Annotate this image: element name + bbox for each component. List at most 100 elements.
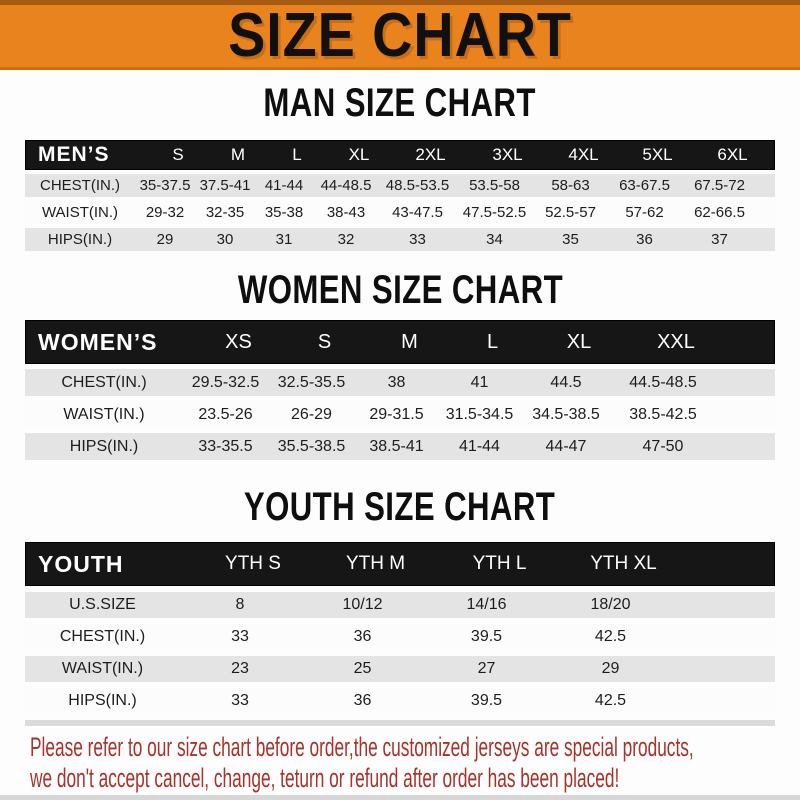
size-value: 10/12: [342, 596, 383, 613]
women-size-table: WOMEN’S XS S M L XL XXL CHEST(IN.) 29.5-32.5 32.5…: [25, 320, 775, 460]
size-column-header: S: [317, 330, 332, 353]
size-value: 18/20: [590, 596, 631, 613]
size-value: 35: [562, 231, 579, 248]
table-corner-label: MEN’S: [38, 143, 110, 166]
row-label: CHEST(IN.): [61, 373, 147, 391]
size-value: 44-47: [545, 437, 587, 455]
row-label: CHEST(IN.): [40, 177, 120, 194]
youth-section-heading-text: YOUTH SIZE CHART: [244, 485, 556, 529]
size-value: 33: [231, 692, 249, 709]
table-row: CHEST(IN.) 33 36 39.5 42.5: [25, 624, 775, 650]
size-value: 38-43: [326, 204, 366, 221]
row-label: WAIST(IN.): [61, 660, 144, 677]
size-column-header: 4XL: [568, 145, 599, 164]
size-value: 38.5-41: [369, 437, 424, 455]
size-value: 29: [601, 660, 620, 677]
size-value: 39.5: [470, 692, 503, 709]
size-column-header: YTH XL: [590, 553, 657, 574]
size-value: 36: [636, 231, 653, 248]
size-table-header-row: MEN’S S M L XL 2XL 3XL 4XL 5XL 6XL: [25, 140, 775, 170]
table-row: WAIST(IN.) 29-32 32-35 35-38 38-43 43-47.5 47.…: [25, 201, 775, 224]
row-label: CHEST(IN.): [59, 628, 146, 645]
size-value: 31.5-34.5: [445, 405, 514, 423]
size-column-header: S: [172, 145, 184, 164]
size-value: 58-63: [551, 177, 590, 194]
size-value: 38: [387, 373, 406, 391]
size-value: 23: [231, 660, 249, 677]
size-value: 33: [409, 231, 426, 248]
size-value: 32: [337, 231, 355, 248]
size-value: 35.5-38.5: [277, 437, 346, 455]
size-value: 44.5-48.5: [629, 373, 697, 391]
size-value: 29-31.5: [369, 405, 424, 423]
size-value: 29: [156, 231, 174, 248]
size-value: 32-35: [205, 204, 245, 221]
table-row: U.S.SIZE 8 10/12 14/16 18/20: [25, 592, 775, 618]
size-column-header: XL: [566, 330, 592, 353]
women-section-heading-text: WOMEN SIZE CHART: [237, 268, 563, 312]
disclaimer-line-1: Please refer to our size chart before or…: [30, 732, 800, 763]
size-column-header: L: [292, 145, 302, 164]
size-column-header: 5XL: [642, 145, 673, 164]
size-value: 39.5: [470, 628, 503, 645]
size-value: 63-67.5: [619, 177, 670, 194]
table-row: CHEST(IN.) 35-37.5 37.5-41 41-44 44-48.5 48.5…: [25, 174, 775, 197]
disclaimer-line-1-text: Please refer to our size chart before or…: [30, 732, 694, 762]
size-value: 26-29: [291, 405, 332, 423]
size-value: 27: [477, 660, 496, 677]
table-row: HIPS(IN.) 29 30 31 32 33 34 35 36 37: [25, 228, 775, 251]
table-corner-label: WOMEN’S: [38, 328, 158, 355]
size-column-header: M: [401, 330, 418, 353]
men-section-heading: MAN SIZE CHART: [0, 83, 800, 123]
size-value: 30: [216, 231, 234, 248]
banner-title: SIZE CHART: [228, 1, 572, 70]
row-label: HIPS(IN.): [69, 437, 139, 455]
size-value: 42.5: [594, 628, 627, 645]
table-row: WAIST(IN.) 23.5-26 26-29 29-31.5 31.5-34.5 34…: [25, 401, 775, 428]
youth-size-table: YOUTH YTH S YTH M YTH L YTH XL U.S.SIZE 8 10/12…: [25, 542, 775, 726]
size-value: 67.5-72: [694, 177, 745, 194]
size-column-header: YTH L: [472, 553, 527, 574]
size-value: 8: [235, 596, 245, 613]
size-value: 47.5-52.5: [462, 204, 527, 221]
size-value: 44.5: [550, 373, 582, 391]
table-row: HIPS(IN.) 33 36 39.5 42.5: [25, 688, 775, 714]
size-table-body: CHEST(IN.) 35-37.5 37.5-41 41-44 44-48.5 48.5…: [25, 174, 775, 251]
size-table-body: U.S.SIZE 8 10/12 14/16 18/20 CHEST(IN.) 33 36 39…: [25, 592, 775, 726]
size-column-header: 6XL: [717, 145, 748, 164]
size-value: 31: [275, 231, 293, 248]
size-value: 37.5-41: [199, 177, 251, 194]
size-value: 29-32: [145, 204, 185, 221]
size-value: 41: [470, 373, 489, 391]
size-column-header: XL: [348, 145, 370, 164]
size-value: 57-62: [625, 204, 664, 221]
size-value: 23.5-26: [198, 405, 253, 423]
size-value: 25: [353, 660, 372, 677]
size-value: 35-38: [264, 204, 304, 221]
size-table-header-row: WOMEN’S XS S M L XL XXL: [25, 320, 775, 364]
size-value: 34.5-38.5: [532, 405, 600, 423]
size-value: 29.5-32.5: [191, 373, 260, 391]
row-label: WAIST(IN.): [63, 405, 145, 423]
size-value: 33: [231, 628, 249, 645]
size-value: 33-35.5: [198, 437, 253, 455]
men-size-table: MEN’S S M L XL 2XL 3XL 4XL 5XL 6XL CHEST(IN.) 35-37…: [25, 140, 775, 251]
table-corner-label: YOUTH: [38, 550, 124, 577]
size-value: 62-66.5: [694, 204, 745, 221]
size-table-body: CHEST(IN.) 29.5-32.5 32.5-35.5 38 41 44.5 44.5…: [25, 369, 775, 460]
size-value: 36: [353, 692, 372, 709]
size-column-header: YTH M: [345, 553, 406, 574]
size-chart-content: MAN SIZE CHART MEN’S S M L XL 2XL 3XL 4XL 5XL 6XL…: [0, 83, 800, 794]
size-column-header: XXL: [657, 330, 695, 353]
size-value: 35-37.5: [139, 177, 191, 194]
row-label: HIPS(IN.): [68, 692, 137, 709]
size-value: 52.5-57: [545, 204, 596, 221]
size-value: 32.5-35.5: [277, 373, 346, 391]
size-column-header: XS: [225, 330, 252, 353]
size-column-header: YTH S: [225, 553, 281, 574]
size-table-header-row: YOUTH YTH S YTH M YTH L YTH XL: [25, 542, 775, 586]
size-value: 37: [711, 231, 728, 248]
bottom-edge-strip: [0, 795, 800, 800]
size-column-header: L: [486, 330, 499, 353]
youth-section-heading: YOUTH SIZE CHART: [0, 485, 800, 529]
